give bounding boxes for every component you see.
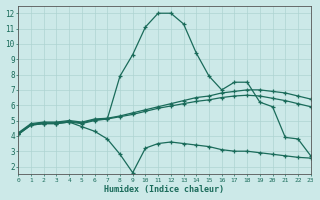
X-axis label: Humidex (Indice chaleur): Humidex (Indice chaleur) [105, 185, 225, 194]
